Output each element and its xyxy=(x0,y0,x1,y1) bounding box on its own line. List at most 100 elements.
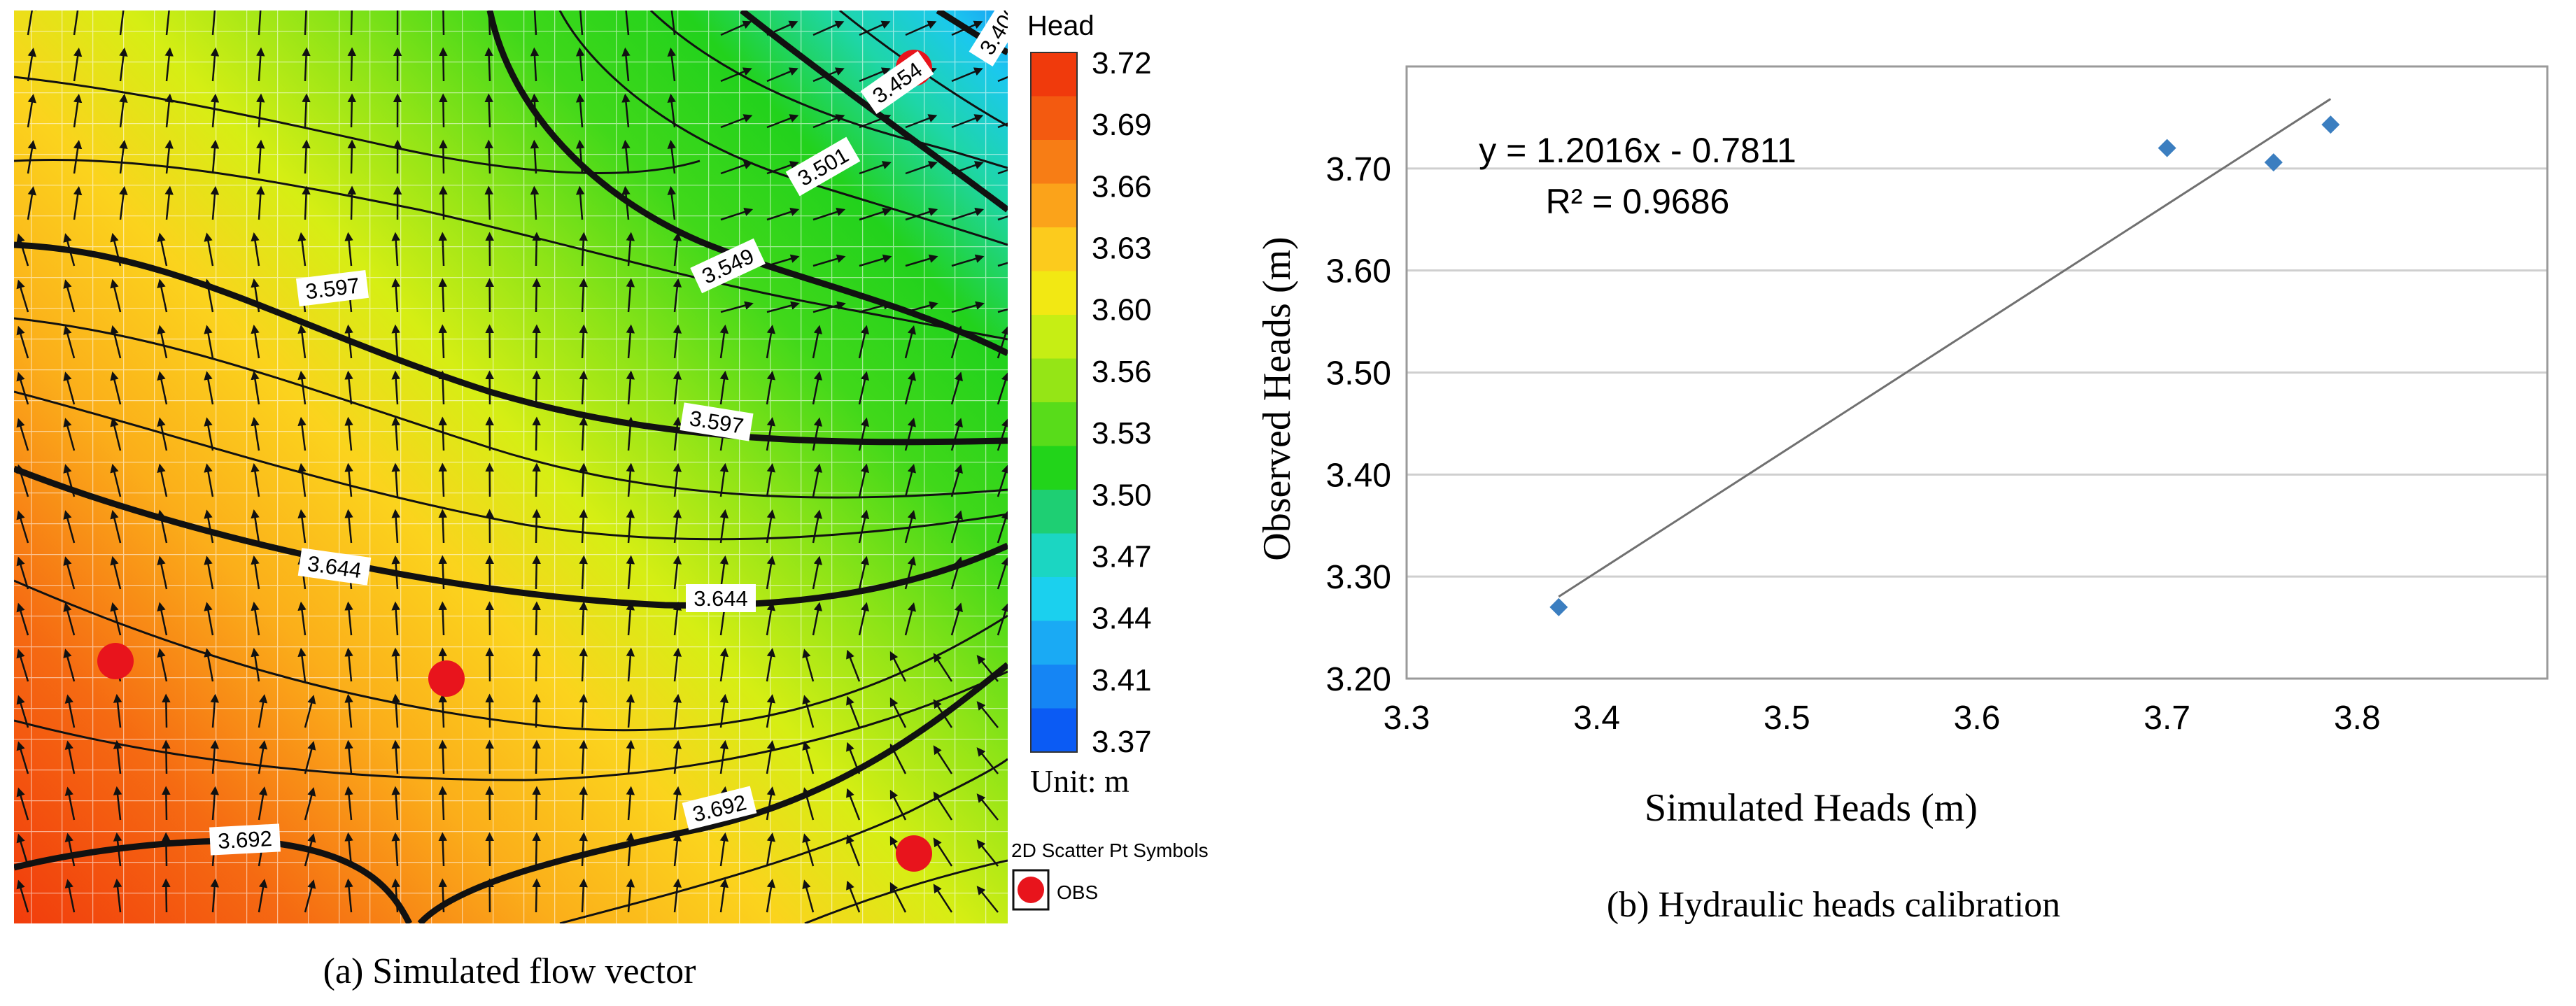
flow-vector xyxy=(344,232,353,267)
y-tick-label: 3.30 xyxy=(1326,559,1391,596)
x-axis-label: Simulated Heads (m) xyxy=(1645,786,1978,830)
flow-vector xyxy=(719,555,729,590)
flow-vector xyxy=(258,740,268,774)
flow-vector xyxy=(904,602,916,636)
flow-vector xyxy=(438,462,447,497)
flow-vector xyxy=(157,371,168,405)
flow-vector xyxy=(110,463,122,497)
flow-vector xyxy=(16,279,29,313)
flow-vector xyxy=(391,324,400,359)
flow-vector xyxy=(391,832,400,867)
flow-vector xyxy=(16,695,29,728)
flow-vector xyxy=(302,139,311,174)
flow-vector xyxy=(344,693,353,728)
flow-vector xyxy=(344,416,353,451)
legend-title: 2D Scatter Pt Symbols xyxy=(1011,839,1209,861)
flow-vector xyxy=(976,793,999,821)
x-tick-label: 3.5 xyxy=(1764,700,1810,737)
flow-vector xyxy=(766,371,776,405)
flow-vector xyxy=(210,139,220,174)
flow-vector xyxy=(766,694,776,728)
flow-vector xyxy=(64,740,76,774)
flow-vector xyxy=(484,47,493,82)
flow-vector xyxy=(302,185,311,220)
flow-vector xyxy=(812,417,823,451)
flow-vector xyxy=(579,647,588,682)
flow-vector xyxy=(673,232,682,267)
flow-vector xyxy=(846,880,861,913)
flow-vector xyxy=(812,463,823,497)
flow-vector xyxy=(575,47,585,82)
flow-vector xyxy=(110,417,122,451)
flow-vector xyxy=(16,233,29,267)
flow-vector xyxy=(812,555,823,590)
flow-vector xyxy=(304,787,316,821)
flow-vector xyxy=(579,832,588,867)
flow-vector xyxy=(626,832,635,867)
flow-vector xyxy=(73,10,83,36)
flow-vector xyxy=(297,370,307,405)
flow-vector xyxy=(110,278,122,313)
flow-vector xyxy=(16,510,29,544)
flow-vector xyxy=(626,324,635,359)
flow-vector xyxy=(251,325,260,359)
colorbar-outline xyxy=(1030,52,1078,753)
flow-vector xyxy=(27,94,36,128)
flow-vector xyxy=(391,786,400,821)
flow-vector xyxy=(256,185,265,220)
flow-vector xyxy=(859,207,892,221)
flow-vector xyxy=(157,463,168,497)
flow-vector xyxy=(162,878,171,913)
colorbar-swatch xyxy=(1031,577,1077,621)
flow-vector xyxy=(73,186,83,220)
flow-vector xyxy=(532,601,541,636)
flow-vector xyxy=(889,651,907,682)
flow-vector xyxy=(621,139,631,174)
flow-vector xyxy=(63,649,76,682)
flow-vector xyxy=(258,879,268,913)
flow-vector xyxy=(933,884,953,913)
flow-vector xyxy=(251,371,260,405)
colorbar-swatches xyxy=(1030,52,1078,753)
flow-vector xyxy=(579,601,588,636)
contour-label: 3.644 xyxy=(694,586,748,611)
flow-vector xyxy=(110,325,122,359)
flow-vector xyxy=(667,139,676,174)
flow-vector xyxy=(391,693,400,728)
flow-vector xyxy=(766,833,776,867)
flow-vector xyxy=(119,47,128,82)
flow-vector xyxy=(720,207,754,221)
flow-vector xyxy=(673,832,682,867)
flow-vector xyxy=(438,509,447,544)
flow-vector xyxy=(859,161,892,175)
flow-vector xyxy=(16,325,29,359)
flow-vector xyxy=(579,462,588,497)
colorbar-swatch xyxy=(1031,140,1077,184)
flow-vector xyxy=(859,20,891,36)
flow-vector xyxy=(210,185,220,220)
flow-vector xyxy=(905,114,938,129)
flow-vector xyxy=(579,416,588,451)
flow-vector xyxy=(210,739,219,774)
flow-vector xyxy=(950,418,963,451)
flow-vector xyxy=(621,93,631,128)
plot-frame xyxy=(1405,65,2549,680)
flow-vector xyxy=(73,140,83,174)
flow-vector xyxy=(438,601,447,636)
flow-vector xyxy=(157,232,168,267)
flow-vector xyxy=(579,693,588,728)
flow-vector xyxy=(162,739,171,774)
flow-vector xyxy=(157,602,168,636)
flow-vector xyxy=(673,462,682,497)
flow-vector xyxy=(162,832,171,867)
flow-vector xyxy=(812,301,846,313)
flow-vector xyxy=(720,67,752,83)
colorbar-swatch xyxy=(1031,490,1077,534)
flow-vector xyxy=(889,697,907,728)
flow-vector xyxy=(251,232,260,267)
colorbar-tick-label: 3.63 xyxy=(1092,232,1152,266)
flow-vector xyxy=(297,416,307,451)
flow-vector xyxy=(204,602,214,636)
flow-vector xyxy=(532,462,541,497)
flow-vector xyxy=(626,878,635,913)
